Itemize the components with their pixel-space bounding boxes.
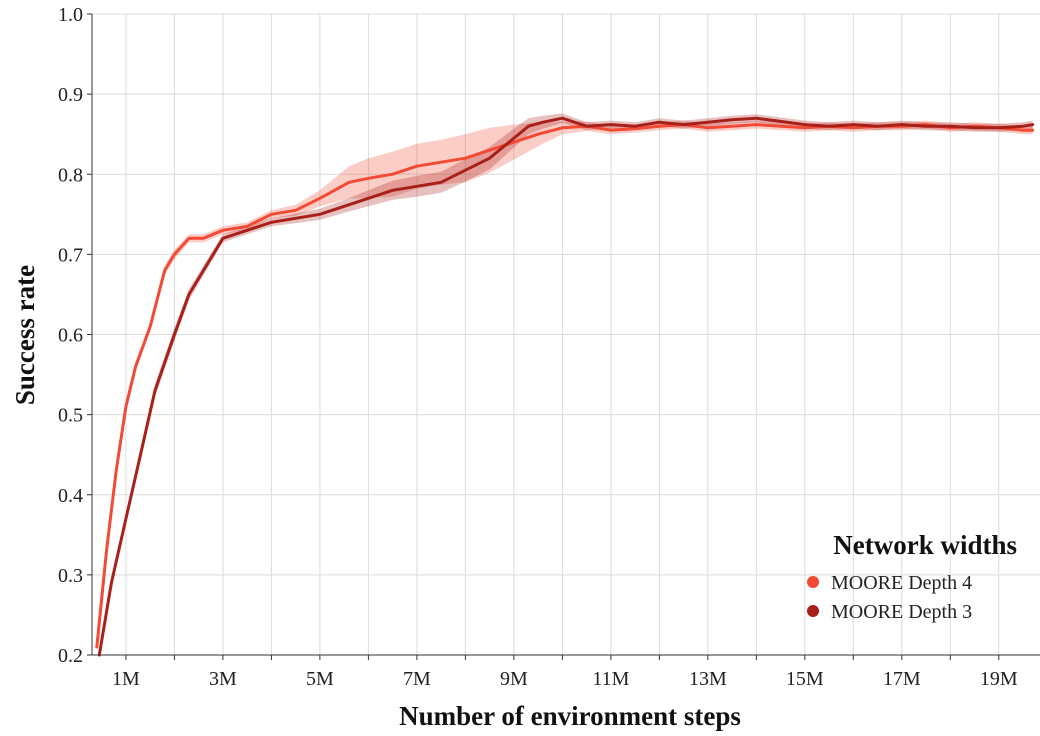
- x-tick-label: 9M: [500, 668, 528, 690]
- y-tick-label: 0.9: [58, 84, 83, 106]
- y-axis-title: Success rate: [10, 265, 40, 405]
- y-tick-label: 0.3: [58, 565, 83, 587]
- x-tick-label: 5M: [306, 668, 334, 690]
- legend: Network widths MOORE Depth 4 MOORE Depth …: [807, 530, 1017, 623]
- x-tick-label: 17M: [883, 668, 921, 690]
- x-tick-label: 15M: [786, 668, 824, 690]
- x-tick-label: 11M: [592, 668, 629, 690]
- series-line-2: [97, 116, 1035, 657]
- legend-marker: [807, 605, 819, 617]
- legend-label: MOORE Depth 4: [831, 572, 972, 594]
- grid-layer: [92, 13, 1040, 656]
- x-tick-label: 13M: [689, 668, 727, 690]
- y-tick-label: 0.4: [58, 485, 83, 507]
- y-tick-label: 1.0: [58, 4, 83, 26]
- x-tick-label: 19M: [980, 668, 1018, 690]
- y-tick-label: 0.8: [58, 164, 83, 186]
- y-tick-label: 0.5: [58, 405, 83, 427]
- x-tick-label: 3M: [209, 668, 237, 690]
- legend-title: Network widths: [833, 530, 1017, 560]
- series-line-1: [95, 123, 1035, 649]
- legend-marker: [807, 576, 819, 588]
- y-tick-label: 0.2: [58, 645, 83, 667]
- series-lines: [95, 116, 1035, 657]
- x-tick-label: 7M: [403, 668, 431, 690]
- legend-label: MOORE Depth 3: [831, 601, 972, 623]
- y-tick-label: 0.6: [58, 325, 83, 347]
- tick-labels: 0.2 0.3 0.4 0.5 0.6 0.7 0.8 0.9 1.0 1M 3M 5M 7M 9M 11M…: [58, 4, 1018, 690]
- x-axis-title: Number of environment steps: [399, 701, 741, 731]
- x-tick-label: 1M: [112, 668, 140, 690]
- y-tick-label: 0.7: [58, 244, 83, 266]
